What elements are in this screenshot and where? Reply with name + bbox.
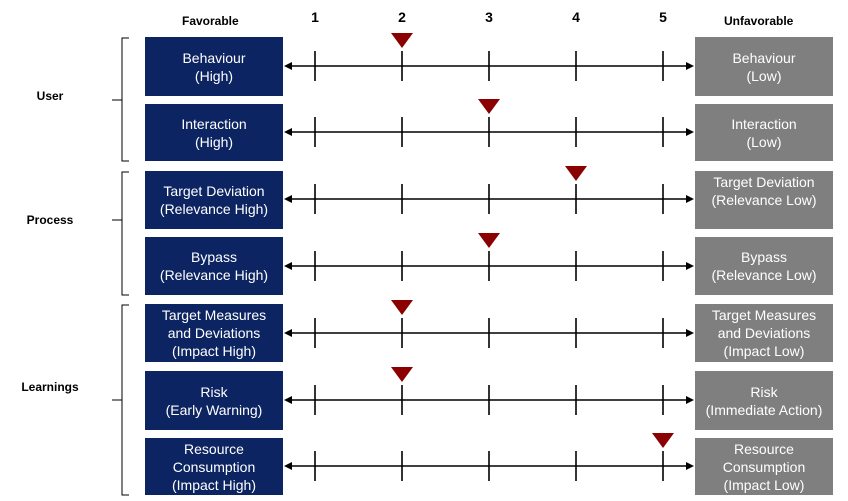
unfavorable-box-bypass: Bypass (Relevance Low) [695, 237, 833, 295]
rating-marker [391, 300, 413, 315]
unfavorable-box-resource-consumption: Resource Consumption (Impact Low) [695, 438, 833, 495]
arrowhead-left [284, 462, 292, 470]
arrowhead-right [686, 262, 694, 270]
arrowhead-left [284, 62, 292, 70]
arrowhead-left [284, 329, 292, 337]
favorable-header: Favorable [182, 14, 239, 28]
favorable-box-target-measures: Target Measures and Deviations (Impact H… [145, 304, 283, 362]
arrowhead-left [284, 396, 292, 404]
unfavorable-box-behaviour: Behaviour (Low) [695, 37, 833, 96]
scale-label-3: 3 [485, 9, 493, 25]
rating-marker [652, 433, 674, 448]
favorable-box-interaction: Interaction (High) [145, 104, 283, 161]
group-label-process: Process [26, 213, 74, 227]
rating-marker [478, 99, 500, 114]
unfavorable-box-risk: Risk (Immediate Action) [695, 371, 833, 430]
rating-marker [478, 233, 500, 248]
group-bracket [121, 171, 129, 296]
scale-label-2: 2 [398, 9, 406, 25]
rating-marker [391, 367, 413, 382]
arrowhead-left [284, 195, 292, 203]
favorable-box-behaviour: Behaviour (High) [145, 37, 283, 96]
arrowhead-right [686, 462, 694, 470]
unfavorable-header: Unfavorable [724, 14, 794, 28]
group-label-user: User [36, 89, 64, 103]
rating-marker [565, 166, 587, 181]
favorable-box-risk: Risk (Early Warning) [145, 371, 283, 430]
group-bracket [121, 37, 129, 162]
scale-label-5: 5 [659, 9, 667, 25]
group-bracket [121, 304, 129, 496]
rating-marker [391, 33, 413, 48]
favorable-box-bypass: Bypass (Relevance High) [145, 237, 283, 295]
group-label-learnings: Learnings [21, 380, 79, 394]
arrowhead-right [686, 329, 694, 337]
arrowhead-right [686, 195, 694, 203]
favorable-box-resource-consumption: Resource Consumption (Impact High) [145, 438, 283, 495]
unfavorable-box-target-measures: Target Measures and Deviations (Impact L… [695, 304, 833, 362]
scale-label-1: 1 [311, 9, 319, 25]
scale-label-4: 4 [572, 9, 580, 25]
unfavorable-box-interaction: Interaction (Low) [695, 104, 833, 161]
favorable-box-target-deviation: Target Deviation (Relevance High) [145, 171, 283, 229]
arrowhead-right [686, 62, 694, 70]
arrowhead-right [686, 396, 694, 404]
arrowhead-right [686, 128, 694, 136]
arrowhead-left [284, 262, 292, 270]
unfavorable-box-target-deviation: Target Deviation (Relevance Low) [695, 171, 833, 229]
arrowhead-left [284, 128, 292, 136]
